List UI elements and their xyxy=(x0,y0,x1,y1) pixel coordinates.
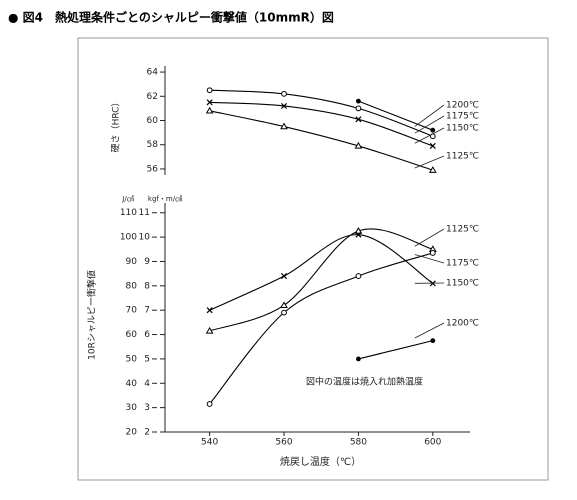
series-line xyxy=(209,252,433,405)
x-tick-label: 540 xyxy=(201,438,218,448)
series-line xyxy=(209,234,434,311)
marker-x xyxy=(355,116,362,123)
marker-x xyxy=(429,142,436,149)
x-tick-label: 580 xyxy=(350,438,367,448)
series-line xyxy=(358,340,433,360)
y-tick-label: 64 xyxy=(147,68,159,78)
marker-dot xyxy=(356,98,361,104)
marker-circle xyxy=(281,309,287,316)
leader-line xyxy=(414,254,445,264)
y-tick-label: 80 xyxy=(126,281,138,291)
marker-x xyxy=(206,99,213,106)
marker-triangle xyxy=(428,166,437,173)
series-label: 1175℃ xyxy=(446,112,479,122)
leader-line xyxy=(414,115,445,134)
marker-dot xyxy=(430,338,436,344)
y2-tick-label: 6 xyxy=(144,330,150,340)
y-tick-label: 30 xyxy=(126,403,138,413)
leader-line xyxy=(414,104,445,127)
series-line xyxy=(209,89,433,137)
marker-dot xyxy=(356,356,361,362)
y2-tick-label: 10 xyxy=(139,233,151,243)
y2-tick-label: 3 xyxy=(144,403,150,413)
series-line xyxy=(209,101,433,147)
marker-triangle xyxy=(354,227,363,234)
y-unit: J/㎠ xyxy=(121,195,133,203)
frame xyxy=(77,37,549,481)
y-tick-label: 58 xyxy=(147,140,159,150)
x-tick-label: 600 xyxy=(424,438,441,448)
marker-circle xyxy=(429,250,436,256)
y2-tick-label: 8 xyxy=(144,281,150,291)
y-tick-label: 40 xyxy=(126,379,138,389)
marker-x xyxy=(280,273,288,280)
y2-tick-label: 9 xyxy=(144,257,150,267)
marker-triangle xyxy=(205,326,214,334)
y-tick-label: 56 xyxy=(147,164,159,174)
series-line xyxy=(209,110,433,171)
leader-line xyxy=(414,228,445,247)
marker-circle xyxy=(355,273,362,279)
marker-x xyxy=(355,231,362,238)
y-axis-label: 硬さ（HRC） xyxy=(111,98,122,153)
marker-circle xyxy=(281,90,287,97)
y-tick-label: 100 xyxy=(120,233,137,243)
y2-tick-label: 5 xyxy=(144,354,150,364)
y-tick-label: 60 xyxy=(147,116,159,126)
y-tick-label: 50 xyxy=(126,354,138,364)
y2-tick-label: 11 xyxy=(139,208,150,218)
series-label: 1125℃ xyxy=(446,225,479,235)
leader-line xyxy=(414,155,445,169)
series-label: 1200℃ xyxy=(446,319,479,329)
marker-x xyxy=(280,102,288,109)
marker-circle xyxy=(206,401,213,407)
series-label: 1125℃ xyxy=(446,152,479,162)
leader-line xyxy=(414,127,445,144)
marker-triangle xyxy=(280,301,288,309)
x-axis-label: 焼戻し温度（℃） xyxy=(280,455,361,468)
marker-triangle xyxy=(205,106,214,114)
series-label: 1175℃ xyxy=(446,259,479,269)
y-tick-label: 62 xyxy=(147,92,158,102)
y-tick-label: 60 xyxy=(126,330,138,340)
series-label: 1200℃ xyxy=(446,101,479,111)
annotation: 図中の温度は焼入れ加熱温度 xyxy=(306,376,423,388)
y2-tick-label: 7 xyxy=(144,306,150,316)
y2-tick-label: 4 xyxy=(144,379,150,389)
series-label: 1150℃ xyxy=(446,279,479,289)
x-tick-label: 560 xyxy=(275,438,292,448)
y2-unit: kgf・m/㎠ xyxy=(148,195,182,203)
y-tick-label: 70 xyxy=(126,306,138,316)
marker-triangle xyxy=(280,122,288,130)
marker-circle xyxy=(355,105,362,112)
marker-dot xyxy=(430,127,436,133)
y2-tick-label: 2 xyxy=(144,428,150,438)
y-axis-label: 10Rシャルピー衝撃値 xyxy=(86,270,98,360)
series-line xyxy=(209,228,433,332)
y-tick-label: 110 xyxy=(120,208,137,218)
series-label: 1150℃ xyxy=(446,124,479,134)
y-tick-label: 20 xyxy=(126,428,138,438)
marker-triangle xyxy=(354,141,363,149)
y-tick-label: 90 xyxy=(126,257,138,267)
figure-title: ● 図4 熱処理条件ごとのシャルピー衝撃値（10mmR）図 xyxy=(8,10,334,25)
series-line xyxy=(358,100,434,131)
marker-circle xyxy=(206,87,213,94)
marker-x xyxy=(206,307,213,314)
leader-line xyxy=(414,322,445,339)
